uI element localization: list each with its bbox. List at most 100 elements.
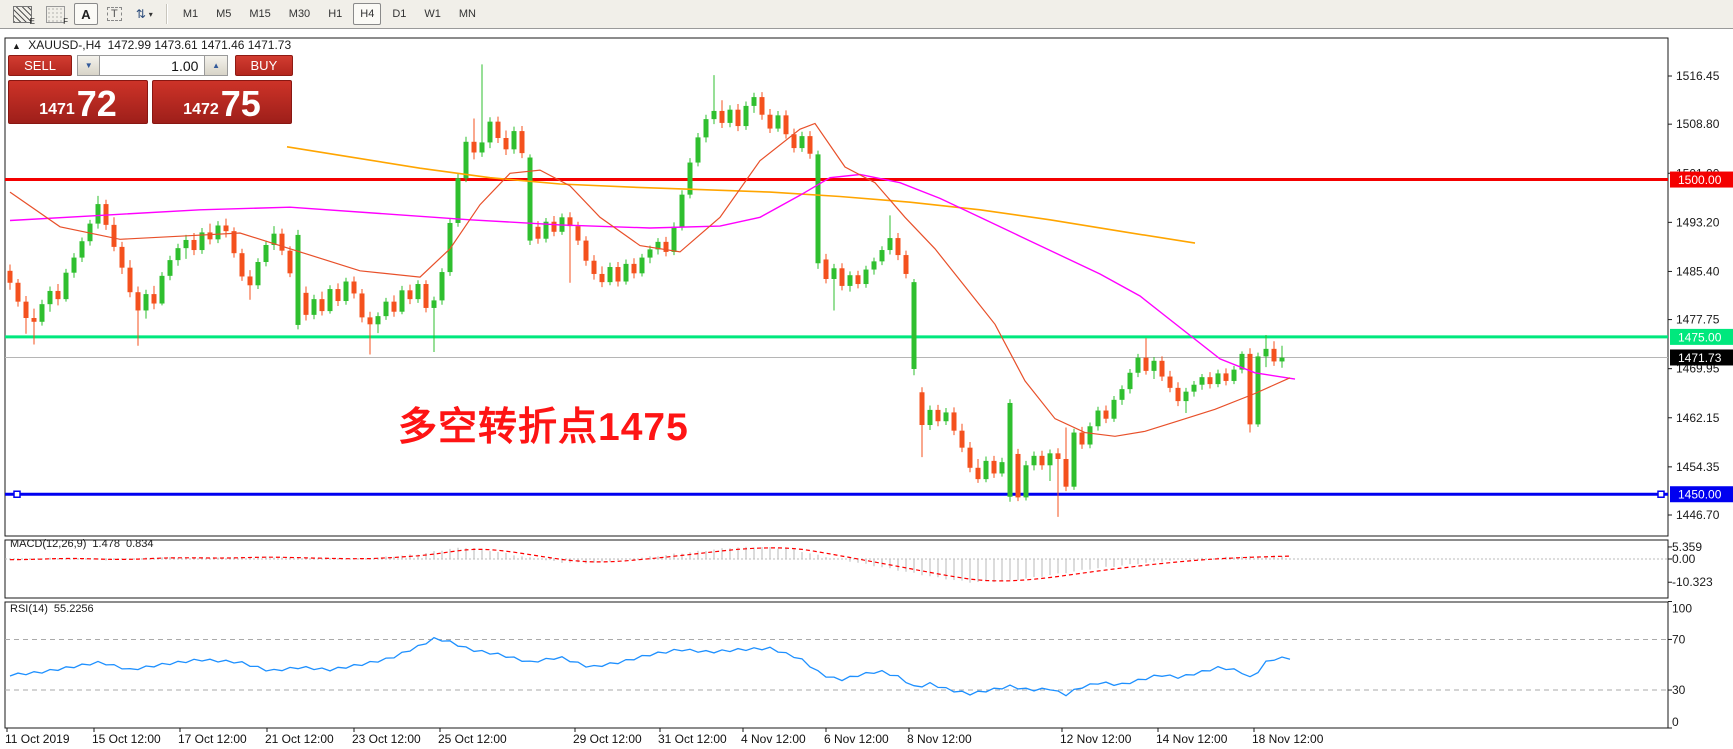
candle-body (911, 282, 917, 369)
time-axis-label: 21 Oct 12:00 (265, 732, 334, 746)
candle-body (991, 460, 997, 474)
candle-body (447, 222, 453, 273)
candle-body (79, 241, 85, 258)
collapse-arrow-icon[interactable]: ▲ (12, 41, 21, 51)
candle-body (111, 224, 117, 247)
tf-button-h1[interactable]: H1 (328, 8, 343, 20)
candle-body (255, 261, 261, 286)
candle-body (1063, 458, 1069, 487)
candle-body (479, 142, 485, 153)
candle-body (783, 115, 789, 135)
price-badge-1471.73 (1670, 349, 1733, 366)
volume-increase-button[interactable]: ▲ (204, 55, 228, 76)
price-axis-label: 1508.80 (1676, 117, 1720, 131)
candle-body (1223, 373, 1229, 381)
tf-button-m30[interactable]: M30 (288, 8, 311, 20)
candle-body (391, 301, 397, 312)
candle-body (1239, 353, 1245, 370)
candle-body (799, 136, 805, 149)
candle-body (959, 430, 965, 448)
price-axis-label: 1462.15 (1676, 411, 1720, 425)
one-click-trade-panel: SELL ▼ ▲ BUY 1471 72 1472 75 (8, 55, 294, 124)
candle-body (359, 293, 365, 318)
candle-body (1263, 348, 1269, 357)
candle-body (1127, 372, 1133, 390)
candle-body (271, 233, 277, 246)
candle-body (183, 239, 189, 249)
candle-body (871, 261, 877, 270)
hline-handle-right[interactable] (1657, 490, 1665, 498)
text-tool-button[interactable]: T (102, 3, 127, 25)
price-badge-1450.00 (1670, 486, 1733, 503)
candle-body (567, 217, 573, 227)
candle-body (623, 263, 629, 282)
candle-body (823, 259, 829, 279)
candle-body (967, 447, 973, 468)
candle-body (655, 241, 661, 250)
tf-button-m1[interactable]: M1 (182, 8, 199, 20)
candle-body (695, 137, 701, 163)
candle-body (551, 221, 557, 232)
macd-signal-line (9, 547, 1291, 582)
candle-body (855, 275, 861, 285)
rsi-label: RSI(14) 55.2256 (10, 603, 94, 615)
candle-body (463, 141, 469, 179)
tf-button-h4[interactable]: H4 (353, 3, 382, 25)
candle-body (895, 238, 901, 256)
candle-body (287, 250, 293, 274)
tf-button-d1[interactable]: D1 (392, 8, 407, 20)
tf-button-m5[interactable]: M5 (216, 8, 232, 20)
macd-panel (4, 539, 1669, 599)
volume-decrease-button[interactable]: ▼ (77, 55, 101, 76)
sell-price-tile[interactable]: 1471 72 (8, 80, 148, 124)
candle-body (535, 226, 541, 239)
candle-body (495, 121, 501, 139)
macd-axis-label: 5.359 (1672, 540, 1702, 554)
autotrading-button[interactable]: A (74, 3, 98, 25)
candle-body (1207, 377, 1213, 385)
candle-body (399, 290, 405, 312)
indicators-icon[interactable]: E (8, 3, 37, 26)
candle-body (175, 248, 181, 261)
candle-body (1183, 391, 1189, 402)
template-grid-icon[interactable]: F (41, 3, 70, 26)
candle-body (583, 240, 589, 261)
buy-button[interactable]: BUY (234, 55, 294, 76)
sell-button[interactable]: SELL (8, 55, 73, 76)
candle-body (599, 273, 605, 283)
price-badge-label: 1475.00 (1678, 330, 1722, 344)
sort-arrows-icon: ⇅ (135, 7, 146, 21)
candle-body (735, 109, 741, 127)
candle-body (791, 134, 797, 149)
candle-body (143, 294, 149, 311)
candle-body (303, 292, 309, 315)
sort-arrows-button[interactable]: ⇅ ▾ (131, 3, 158, 25)
timeframe-group: M1 M5 M15 M30 H1 H4 D1 W1 MN (174, 3, 485, 25)
tf-button-m15[interactable]: M15 (249, 8, 271, 20)
chart-annotation-text[interactable]: 多空转折点1475 (398, 406, 689, 449)
hline-handle-left[interactable] (13, 490, 21, 498)
chart-canvas[interactable]: 1516.451508.801501.001493.201485.401477.… (0, 30, 1733, 749)
candle-body (39, 304, 45, 322)
candle-body (751, 97, 757, 106)
candle-body (607, 267, 613, 283)
candle-body (671, 226, 677, 252)
tf-button-w1[interactable]: W1 (424, 8, 441, 20)
tf-button-mn[interactable]: MN (458, 8, 476, 20)
time-axis-label: 12 Nov 12:00 (1060, 732, 1132, 746)
candle-body (47, 290, 53, 305)
candle-body (71, 257, 77, 273)
price-badge-label: 1471.73 (1678, 351, 1722, 365)
candle-body (727, 109, 733, 123)
price-badge-1475.00 (1670, 328, 1733, 345)
buy-price-tile[interactable]: 1472 75 (152, 80, 292, 124)
candle-body (191, 239, 197, 251)
candle-body (511, 131, 517, 150)
candle-body (847, 275, 853, 286)
candle-body (815, 154, 821, 264)
price-axis-label: 1485.40 (1676, 264, 1720, 278)
candle-body (639, 257, 645, 274)
volume-input[interactable] (100, 55, 205, 76)
candle-body (839, 268, 845, 286)
rsi-axis-label: 100 (1672, 602, 1692, 616)
